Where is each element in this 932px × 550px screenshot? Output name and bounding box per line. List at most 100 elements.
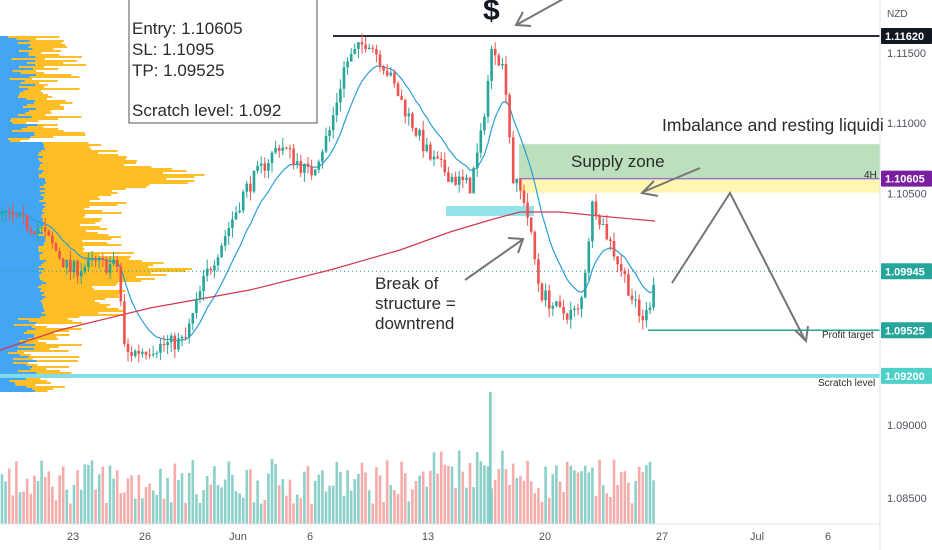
profile-blue-bar bbox=[0, 310, 45, 312]
profile-blue-bar bbox=[0, 230, 41, 232]
profile-orange-bar bbox=[36, 372, 72, 374]
volume-bar bbox=[119, 492, 123, 524]
candle-body bbox=[328, 130, 331, 137]
volume-bar bbox=[83, 464, 87, 524]
profile-orange-bar bbox=[25, 112, 52, 114]
candle-body bbox=[375, 48, 378, 55]
profile-blue-bar bbox=[0, 308, 44, 310]
profile-blue-bar bbox=[0, 218, 44, 220]
profile-blue-bar bbox=[0, 258, 40, 260]
price-tag-label: 1.09945 bbox=[885, 266, 925, 278]
volume-bar bbox=[457, 450, 461, 524]
x-tick-label: 6 bbox=[825, 531, 831, 543]
volume-bar bbox=[148, 483, 151, 524]
volume-bar bbox=[292, 503, 295, 524]
volume-bar bbox=[36, 481, 40, 524]
profile-orange-bar bbox=[33, 102, 73, 104]
volume-bar bbox=[184, 502, 187, 524]
profile-blue-bar bbox=[0, 366, 33, 368]
profile-orange-bar bbox=[8, 352, 24, 354]
volume-bar bbox=[605, 493, 609, 524]
volume-bar bbox=[310, 503, 313, 524]
x-tick-label: Jul bbox=[750, 531, 764, 543]
profile-blue-bar bbox=[0, 224, 45, 226]
candle-body bbox=[238, 210, 241, 213]
candle-body bbox=[472, 168, 475, 194]
volume-bar bbox=[443, 464, 447, 524]
candle-body bbox=[22, 213, 25, 216]
volume-bar bbox=[54, 500, 58, 524]
volume-bar bbox=[18, 492, 22, 524]
candle-body bbox=[493, 48, 497, 56]
profile-blue-bar bbox=[0, 280, 43, 282]
candle-body bbox=[40, 227, 43, 229]
candle-body bbox=[591, 201, 594, 242]
candle-body bbox=[7, 211, 11, 213]
volume-bar bbox=[375, 467, 378, 524]
profile-blue-bar bbox=[0, 50, 20, 52]
level-lines bbox=[0, 35, 880, 378]
profile-orange-bar bbox=[39, 228, 108, 230]
profile-blue-bar bbox=[0, 264, 42, 266]
profile-orange-bar bbox=[39, 274, 167, 276]
candle-body bbox=[648, 307, 652, 311]
volume-bar bbox=[29, 493, 33, 524]
profile-blue-bar bbox=[0, 58, 12, 60]
profile-orange-bar bbox=[41, 288, 94, 290]
candle-body bbox=[191, 313, 195, 324]
candle-body bbox=[526, 202, 529, 218]
candle-body bbox=[36, 228, 40, 234]
candle-body bbox=[241, 191, 245, 211]
volume-bar bbox=[594, 495, 598, 524]
candle-body bbox=[544, 290, 547, 301]
candle-body bbox=[627, 274, 630, 296]
zones-layer bbox=[446, 144, 880, 216]
volume-bar bbox=[173, 463, 177, 524]
candle-body bbox=[47, 231, 51, 236]
volume-bar bbox=[479, 461, 483, 524]
profile-orange-bar bbox=[43, 144, 102, 146]
profile-orange-bar bbox=[17, 350, 69, 352]
volume-bar bbox=[619, 472, 623, 524]
volume-bar bbox=[97, 474, 101, 524]
profile-blue-bar bbox=[0, 248, 39, 250]
profile-blue-bar bbox=[0, 180, 46, 182]
volume-bar bbox=[461, 471, 465, 524]
candle-body bbox=[94, 258, 97, 261]
volume-bar bbox=[252, 502, 256, 524]
candle-body bbox=[540, 283, 544, 301]
profile-blue-bar bbox=[0, 44, 31, 46]
trade-info-box: Entry: 1.10605 SL: 1.1095 TP: 1.09525 Sc… bbox=[128, 0, 318, 124]
profile-orange-bar bbox=[20, 92, 43, 94]
profile-orange-bar bbox=[28, 46, 68, 48]
profile-orange-bar bbox=[19, 340, 39, 342]
profile-orange-bar bbox=[20, 82, 40, 84]
profile-blue-bar bbox=[0, 242, 45, 244]
ema-fast-line bbox=[1, 65, 654, 342]
profile-blue-bar bbox=[0, 164, 41, 166]
candle-body bbox=[306, 163, 310, 167]
profile-orange-bar bbox=[35, 60, 77, 62]
profile-blue-bar bbox=[0, 256, 40, 258]
profile-blue-bar bbox=[0, 48, 33, 50]
candle-body bbox=[292, 148, 295, 165]
tp-text: TP: 1.09525 bbox=[132, 61, 225, 80]
volume-bar bbox=[364, 472, 367, 524]
profile-blue-bar bbox=[0, 72, 21, 74]
profile-blue-bar bbox=[0, 312, 42, 314]
candle-body bbox=[490, 48, 493, 81]
volume-bar bbox=[591, 467, 594, 524]
volume-bar bbox=[169, 502, 173, 524]
scratch-level-label: Scratch level bbox=[818, 378, 875, 389]
profile-blue-bar bbox=[0, 240, 46, 242]
profile-blue-bar bbox=[0, 386, 27, 388]
volume-bar bbox=[259, 503, 263, 524]
profile-blue-bar bbox=[0, 120, 11, 122]
volume-bar bbox=[637, 466, 641, 524]
profile-blue-bar bbox=[0, 296, 46, 298]
profile-blue-bar bbox=[0, 278, 41, 280]
profile-blue-bar bbox=[0, 316, 41, 318]
candle-body bbox=[303, 163, 306, 173]
profile-orange-bar bbox=[36, 74, 72, 76]
